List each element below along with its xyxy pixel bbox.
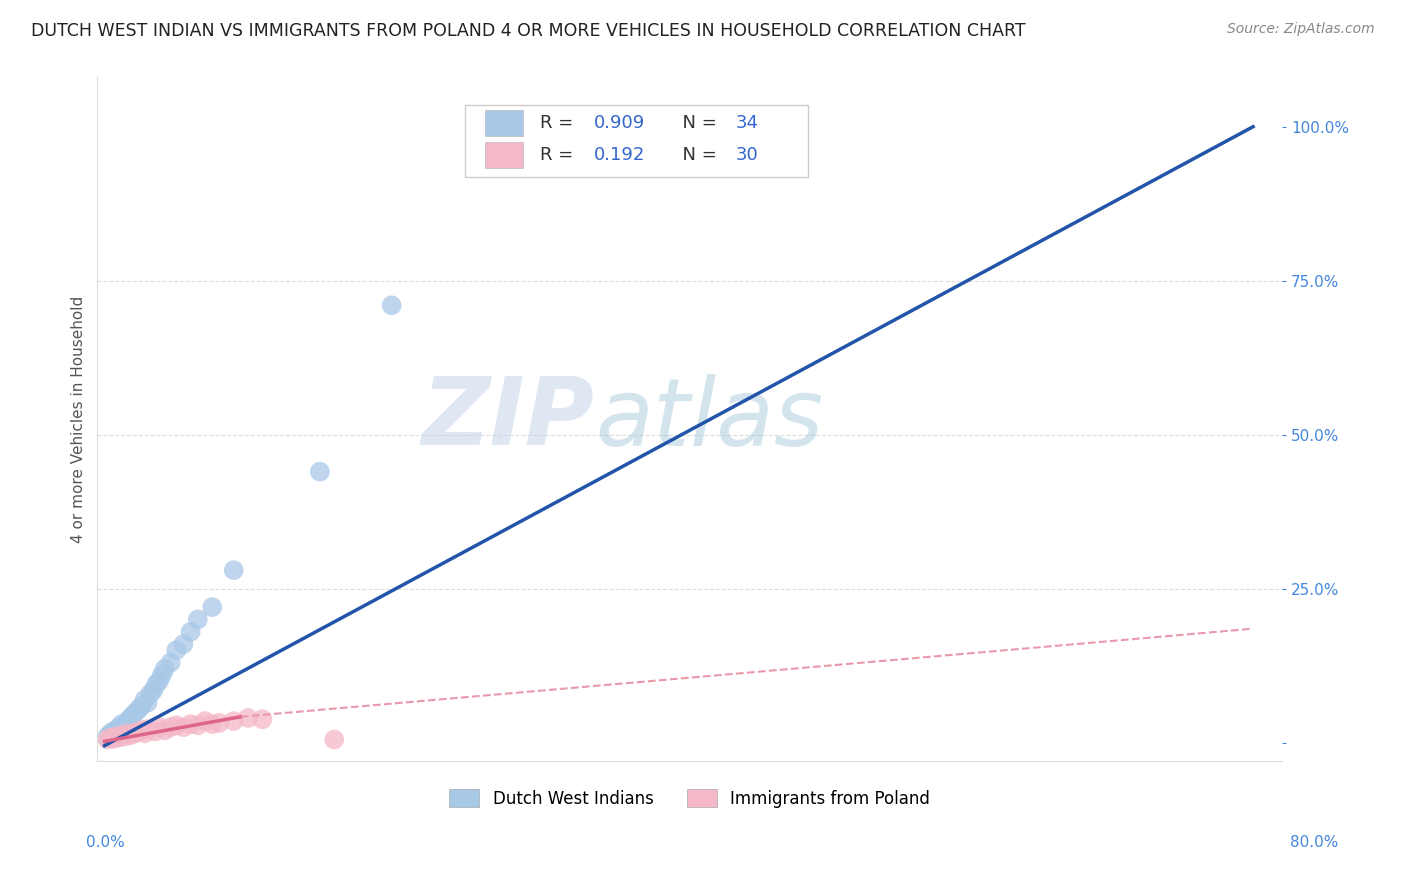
Point bbox=[173, 720, 195, 734]
Point bbox=[159, 656, 181, 670]
Point bbox=[180, 717, 202, 731]
Point bbox=[111, 722, 134, 736]
Point bbox=[252, 712, 274, 726]
Point bbox=[128, 702, 150, 716]
Text: 34: 34 bbox=[735, 114, 759, 132]
Text: 0.0%: 0.0% bbox=[86, 836, 125, 850]
Point bbox=[222, 714, 245, 728]
Text: DUTCH WEST INDIAN VS IMMIGRANTS FROM POLAND 4 OR MORE VEHICLES IN HOUSEHOLD CORR: DUTCH WEST INDIAN VS IMMIGRANTS FROM POL… bbox=[31, 22, 1025, 40]
Point bbox=[159, 720, 181, 734]
Point bbox=[98, 731, 121, 745]
Point bbox=[180, 624, 202, 639]
Text: R =: R = bbox=[540, 145, 579, 164]
Point bbox=[208, 715, 231, 730]
Point bbox=[120, 715, 142, 730]
Legend: Dutch West Indians, Immigrants from Poland: Dutch West Indians, Immigrants from Pola… bbox=[443, 783, 936, 814]
Point bbox=[381, 298, 404, 312]
Text: N =: N = bbox=[671, 114, 723, 132]
Point bbox=[122, 727, 145, 741]
Text: R =: R = bbox=[540, 114, 579, 132]
Point bbox=[96, 732, 118, 747]
Point bbox=[134, 726, 156, 740]
Text: 30: 30 bbox=[735, 145, 758, 164]
Point bbox=[173, 637, 195, 651]
Point bbox=[117, 714, 139, 728]
Point bbox=[131, 723, 153, 738]
Point bbox=[108, 726, 131, 740]
Point bbox=[165, 643, 187, 657]
Point bbox=[101, 724, 124, 739]
Point bbox=[187, 718, 209, 732]
Point bbox=[128, 724, 150, 739]
Text: ZIP: ZIP bbox=[422, 373, 595, 466]
FancyBboxPatch shape bbox=[464, 104, 808, 177]
Point bbox=[153, 723, 176, 738]
Point bbox=[136, 722, 159, 736]
Point bbox=[125, 705, 148, 719]
Point bbox=[150, 668, 173, 682]
Point bbox=[153, 662, 176, 676]
Point bbox=[222, 563, 245, 577]
Point bbox=[136, 696, 159, 710]
Point bbox=[101, 731, 124, 746]
Point bbox=[201, 600, 224, 615]
Point bbox=[122, 707, 145, 722]
Text: 0.192: 0.192 bbox=[593, 145, 645, 164]
Text: atlas: atlas bbox=[595, 374, 823, 465]
Point bbox=[96, 730, 118, 744]
Text: 0.909: 0.909 bbox=[593, 114, 645, 132]
Point bbox=[187, 612, 209, 626]
Point bbox=[114, 730, 136, 744]
Point bbox=[120, 728, 142, 742]
Text: 80.0%: 80.0% bbox=[1291, 836, 1339, 850]
Point bbox=[111, 717, 134, 731]
Point bbox=[105, 730, 128, 744]
Point bbox=[142, 683, 165, 698]
Point bbox=[165, 718, 187, 732]
Point bbox=[98, 726, 121, 740]
Point bbox=[120, 711, 142, 725]
Point bbox=[201, 717, 224, 731]
Point bbox=[148, 720, 170, 734]
Point bbox=[309, 465, 332, 479]
Point bbox=[145, 677, 167, 691]
Point bbox=[108, 720, 131, 734]
Point bbox=[117, 726, 139, 740]
Point bbox=[105, 723, 128, 738]
Point bbox=[134, 692, 156, 706]
Text: Source: ZipAtlas.com: Source: ZipAtlas.com bbox=[1227, 22, 1375, 37]
Point bbox=[148, 673, 170, 688]
Point bbox=[194, 714, 217, 728]
Point bbox=[111, 728, 134, 742]
Point bbox=[108, 731, 131, 745]
Point bbox=[139, 686, 162, 700]
Point bbox=[143, 724, 166, 739]
FancyBboxPatch shape bbox=[485, 111, 523, 136]
Y-axis label: 4 or more Vehicles in Household: 4 or more Vehicles in Household bbox=[72, 295, 86, 543]
Point bbox=[236, 711, 259, 725]
Point bbox=[101, 728, 124, 742]
Point bbox=[131, 698, 153, 713]
Text: N =: N = bbox=[671, 145, 723, 164]
Point bbox=[125, 725, 148, 739]
FancyBboxPatch shape bbox=[485, 142, 523, 168]
Point bbox=[114, 718, 136, 732]
Point bbox=[323, 732, 346, 747]
